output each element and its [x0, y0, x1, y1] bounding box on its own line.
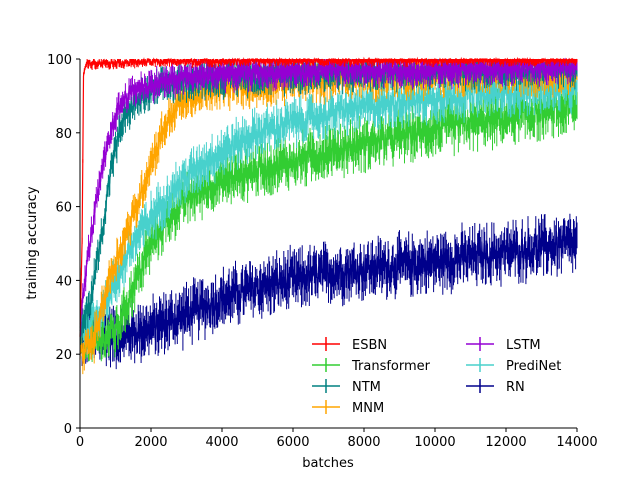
legend-item-lstm: LSTM: [466, 337, 541, 353]
y-axis-label: training accuracy: [25, 186, 40, 299]
legend-label: MNM: [352, 401, 384, 416]
x-axis-label: batches: [302, 456, 354, 471]
y-tick-label: 80: [55, 127, 72, 142]
legend-label: RN: [506, 380, 525, 395]
legend-item-ntm: NTM: [312, 379, 381, 395]
x-tick-label: 4000: [205, 435, 238, 450]
x-tick-label: 14000: [556, 435, 597, 450]
series-transformer: [79, 80, 578, 362]
legend-label: Transformer: [351, 359, 431, 374]
x-tick-label: 6000: [276, 435, 309, 450]
series-line: [79, 77, 578, 337]
x-tick-label: 12000: [485, 435, 526, 450]
y-tick-label: 40: [55, 274, 72, 289]
legend-label: LSTM: [506, 338, 541, 353]
axes-layer: [79, 59, 577, 429]
ticks-layer: 0 2000 4000 6000 8000 10000 12000 14000 0 20 40 60 8…: [47, 53, 598, 450]
legend-label: ESBN: [352, 338, 387, 353]
series-line: [79, 57, 578, 326]
legend-label: PrediNet: [506, 359, 561, 374]
x-tick-label: 2000: [134, 435, 167, 450]
x-tick-label: 10000: [414, 435, 455, 450]
legend: ESBN Transformer NTM MNM LSTM PrediNet RN: [312, 337, 561, 416]
series-line: [79, 56, 578, 337]
legend-item-predinet: PrediNet: [466, 358, 561, 374]
y-tick-label: 60: [55, 201, 72, 216]
legend-label: NTM: [352, 380, 381, 395]
y-tick-label: 100: [47, 53, 72, 68]
legend-item-esbn: ESBN: [312, 337, 387, 353]
legend-item-transformer: Transformer: [312, 358, 431, 374]
legend-item-mnm: MNM: [312, 400, 384, 416]
y-tick-label: 20: [55, 348, 72, 363]
x-tick-label: 8000: [347, 435, 380, 450]
series-line: [79, 95, 578, 351]
x-tick-label: 0: [76, 435, 84, 450]
legend-item-rn: RN: [466, 379, 525, 395]
series-line: [79, 230, 578, 351]
y-tick-label: 0: [64, 422, 72, 437]
